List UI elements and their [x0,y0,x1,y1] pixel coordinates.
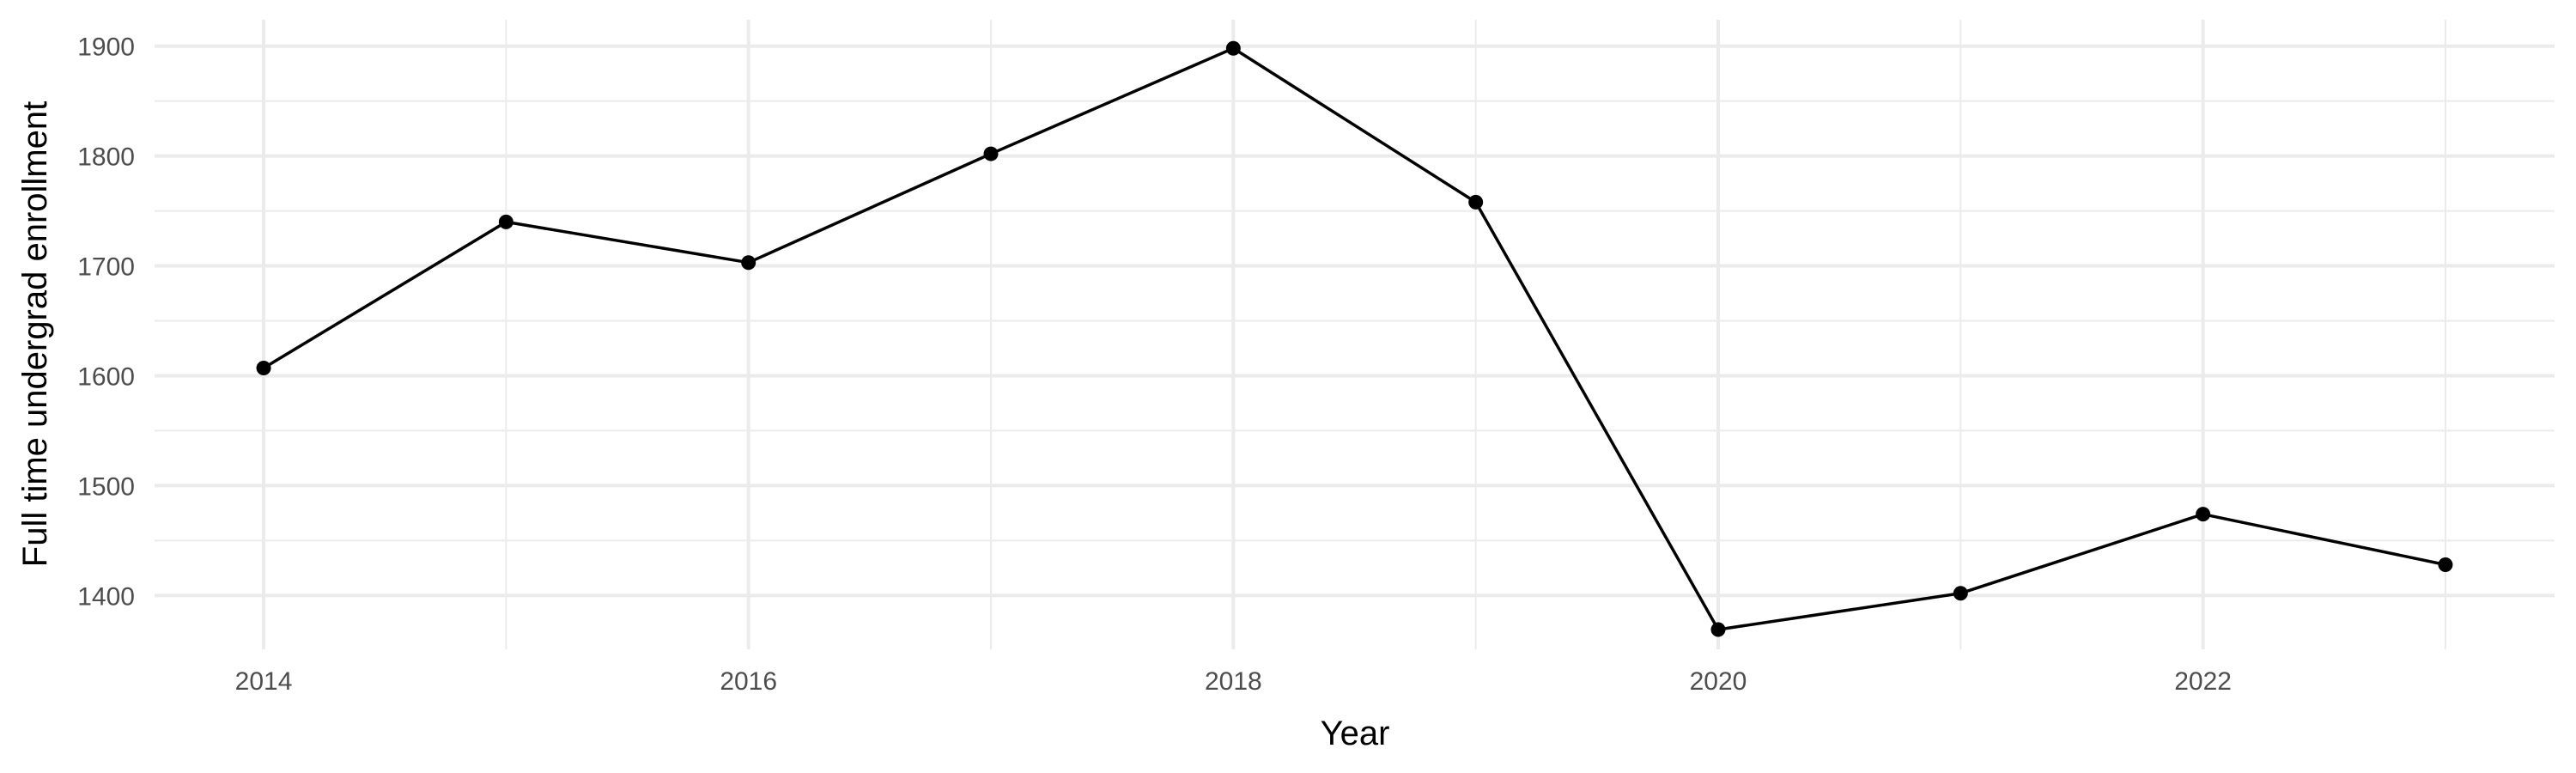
data-point [256,361,271,376]
series-enrollment [256,40,2453,637]
x-tick-label: 2022 [2174,667,2232,696]
data-point [1710,622,1726,637]
x-tick-label: 2018 [1205,667,1262,696]
x-axis-title: Year [1321,715,1390,752]
y-tick-label: 1800 [77,143,135,172]
y-axis-title: Full time undergrad enrollment [16,101,54,567]
data-point [1225,40,1241,56]
data-point [741,255,756,271]
x-tick-label: 2014 [235,667,293,696]
y-tick-label: 1700 [77,253,135,282]
y-tick-label: 1400 [77,582,135,611]
data-point [2438,557,2453,572]
y-tick-label: 1500 [77,472,135,501]
series-line [263,46,2446,631]
x-tick-label: 2016 [720,667,777,696]
y-tick-label: 1900 [77,33,135,62]
y-tick-label: 1600 [77,362,135,391]
data-point [2196,507,2211,522]
data-point [1468,194,1484,210]
x-tick-label: 2020 [1690,667,1747,696]
data-point [498,214,513,229]
grid [155,20,2555,649]
data-point [983,146,999,161]
data-point [1953,586,1968,601]
tick-labels: 1400 1500 1600 1700 1800 1900 2014 2016 2018 2020… [77,33,2232,696]
